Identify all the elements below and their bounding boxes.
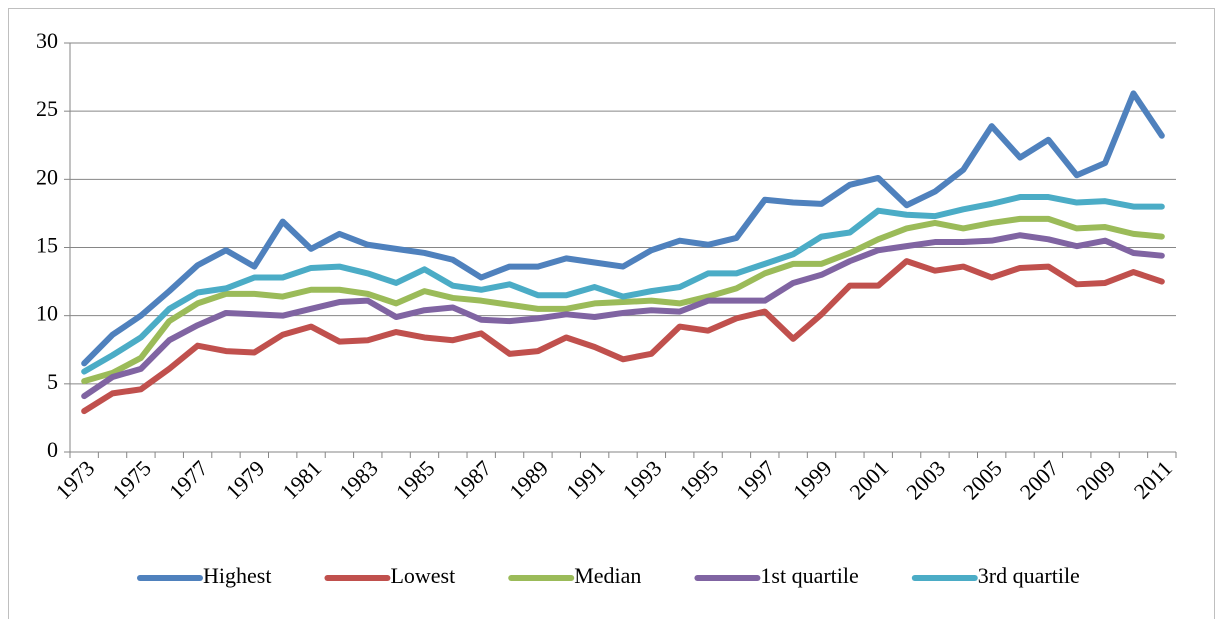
x-tick-label: 1973 (50, 455, 99, 504)
legend-label: 1st quartile (760, 563, 858, 588)
x-tick-label: 1999 (788, 455, 837, 504)
x-tick-label: 1977 (164, 455, 213, 504)
y-tick-label: 15 (36, 233, 58, 258)
legend-label: Lowest (390, 563, 455, 588)
x-tick-label: 1981 (277, 455, 326, 504)
x-tick-label: 2001 (845, 455, 894, 504)
x-tick-label: 1991 (561, 455, 610, 504)
x-tick-label: 2007 (1015, 455, 1064, 504)
y-tick-label: 25 (36, 96, 58, 121)
x-tick-label: 1995 (674, 455, 723, 504)
legend-label: Median (574, 563, 641, 588)
x-tick-label: 1993 (618, 455, 667, 504)
x-tick-label: 2005 (958, 455, 1007, 504)
x-tick-label: 1979 (221, 455, 270, 504)
x-tick-label: 1997 (731, 455, 780, 504)
x-tick-label: 1987 (448, 455, 497, 504)
x-tick-label: 2009 (1071, 455, 1120, 504)
x-tick-label: 1985 (391, 455, 440, 504)
y-tick-label: 30 (36, 28, 58, 53)
x-tick-label: 1975 (107, 455, 156, 504)
series-line (81, 215, 1165, 385)
series-line (81, 90, 1165, 367)
y-tick-label: 0 (47, 437, 58, 462)
x-tick-label: 1989 (504, 455, 553, 504)
x-tick-label: 2011 (1129, 455, 1177, 503)
series-line (81, 258, 1165, 415)
legend-label: 3rd quartile (978, 563, 1080, 588)
y-tick-label: 5 (47, 369, 58, 394)
x-tick-label: 2003 (901, 455, 950, 504)
y-tick-label: 20 (36, 164, 58, 189)
legend-label: Highest (203, 563, 271, 588)
series-line (81, 232, 1165, 400)
x-tick-label: 1983 (334, 455, 383, 504)
y-tick-label: 10 (36, 301, 58, 326)
series-line (81, 194, 1165, 375)
